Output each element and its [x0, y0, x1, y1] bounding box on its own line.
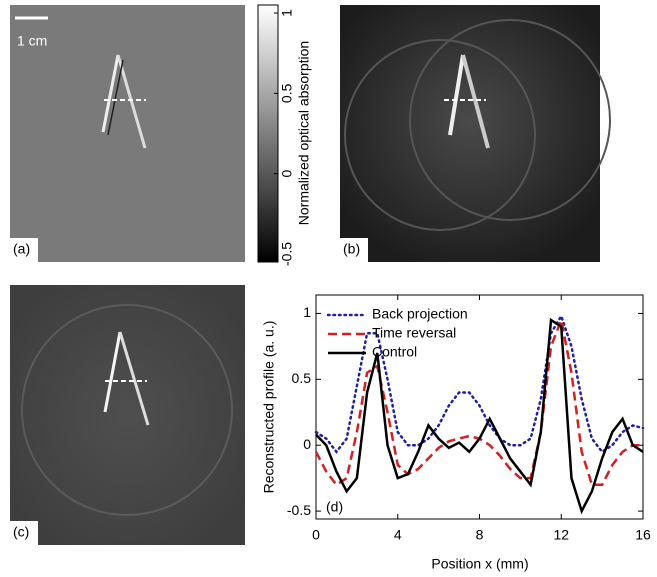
- panel-b: (b): [340, 5, 611, 262]
- y-tick-label: 1: [303, 304, 311, 320]
- y-axis-label: Reconstructed profile (a. u.): [261, 321, 277, 494]
- panel-c: (c): [10, 285, 245, 545]
- panel-label: (d): [326, 499, 343, 515]
- colorbar-label: Normalized optical absorption: [296, 41, 312, 225]
- colorbar-tick-label: -0.5: [279, 242, 295, 266]
- y-tick-label: -0.5: [287, 502, 311, 518]
- data-line: [315, 317, 644, 515]
- panel-label: (b): [343, 241, 360, 257]
- line-chart: (d) Reconstructed profile (a. u.) Positi…: [261, 294, 651, 572]
- x-axis-label: Position x (mm): [431, 556, 528, 572]
- x-tick-label: 16: [635, 527, 651, 543]
- colorbar-tick-label: 1: [279, 9, 295, 17]
- legend-label: Back projection: [372, 306, 468, 322]
- colorbar-tick-label: 0: [279, 170, 295, 178]
- panel-label: (c): [13, 524, 29, 540]
- x-tick-label: 12: [553, 527, 569, 543]
- colorbar: Normalized optical absorption -0.5 0 0.5 1: [257, 4, 312, 266]
- legend-label: Time reversal: [372, 325, 456, 341]
- panel-label: (a): [13, 241, 30, 257]
- legend-label: Control: [372, 344, 417, 360]
- panel-a: 1 cm (a): [10, 5, 245, 262]
- y-tick-label: 0: [303, 436, 311, 452]
- colorbar-tick-label: 0.5: [279, 83, 295, 103]
- x-tick-label: 8: [476, 527, 484, 543]
- scale-bar-label: 1 cm: [17, 33, 47, 49]
- y-tick-label: 0.5: [292, 370, 312, 386]
- x-tick-label: 0: [312, 527, 320, 543]
- x-tick-label: 4: [394, 527, 402, 543]
- data-line: [314, 313, 645, 454]
